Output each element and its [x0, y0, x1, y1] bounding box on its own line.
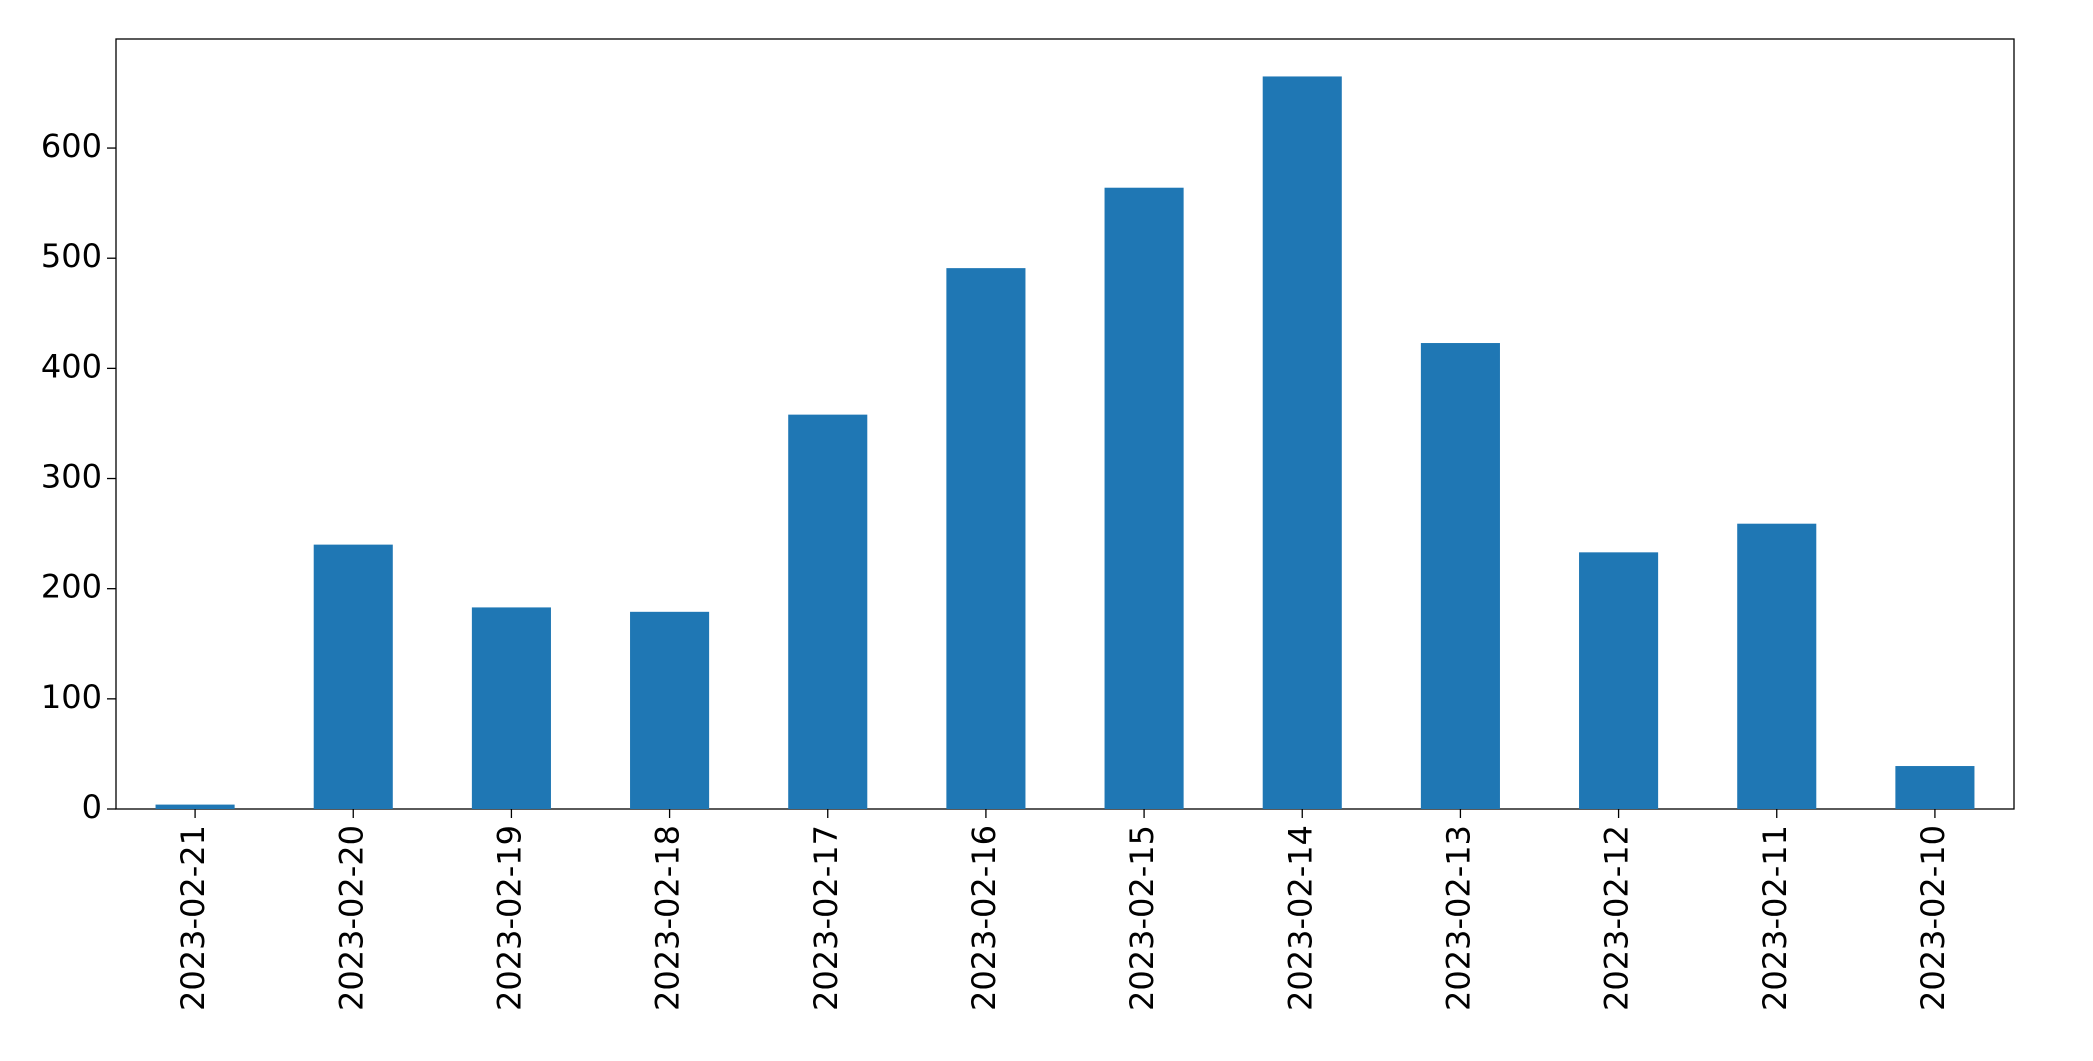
bar [1104, 187, 1184, 809]
bar [630, 611, 710, 809]
y-tick-label: 100 [41, 678, 102, 716]
plot-frame [115, 38, 2015, 810]
y-tick-label: 200 [41, 568, 102, 606]
x-tick-label: 2023-02-12 [1598, 825, 1636, 1011]
y-tick-label: 0 [82, 788, 102, 826]
y-tick-label: 400 [41, 347, 102, 385]
bar [1737, 523, 1817, 809]
x-tick-label: 2023-02-16 [965, 825, 1003, 1011]
y-tick-label: 500 [41, 237, 102, 275]
bar [1579, 552, 1659, 809]
x-tick-label: 2023-02-15 [1123, 825, 1161, 1011]
x-tick-label: 2023-02-21 [174, 825, 212, 1011]
bar [471, 607, 551, 809]
bar [1420, 343, 1500, 809]
bar [1895, 766, 1975, 809]
bar [155, 804, 235, 809]
x-tick-label: 2023-02-11 [1756, 825, 1794, 1011]
x-tick-label: 2023-02-17 [807, 825, 845, 1011]
y-tick-label: 600 [41, 127, 102, 165]
x-tick-label: 2023-02-13 [1439, 825, 1477, 1011]
x-tick-label: 2023-02-10 [1914, 825, 1952, 1011]
x-tick-label: 2023-02-18 [649, 825, 687, 1011]
x-tick-label: 2023-02-20 [332, 825, 370, 1011]
y-tick-label: 300 [41, 458, 102, 496]
bar [1262, 76, 1342, 810]
bar [313, 544, 393, 809]
x-tick-label: 2023-02-14 [1281, 825, 1319, 1011]
bar [788, 414, 868, 809]
x-tick-label: 2023-02-19 [490, 825, 528, 1011]
bar [946, 268, 1026, 809]
